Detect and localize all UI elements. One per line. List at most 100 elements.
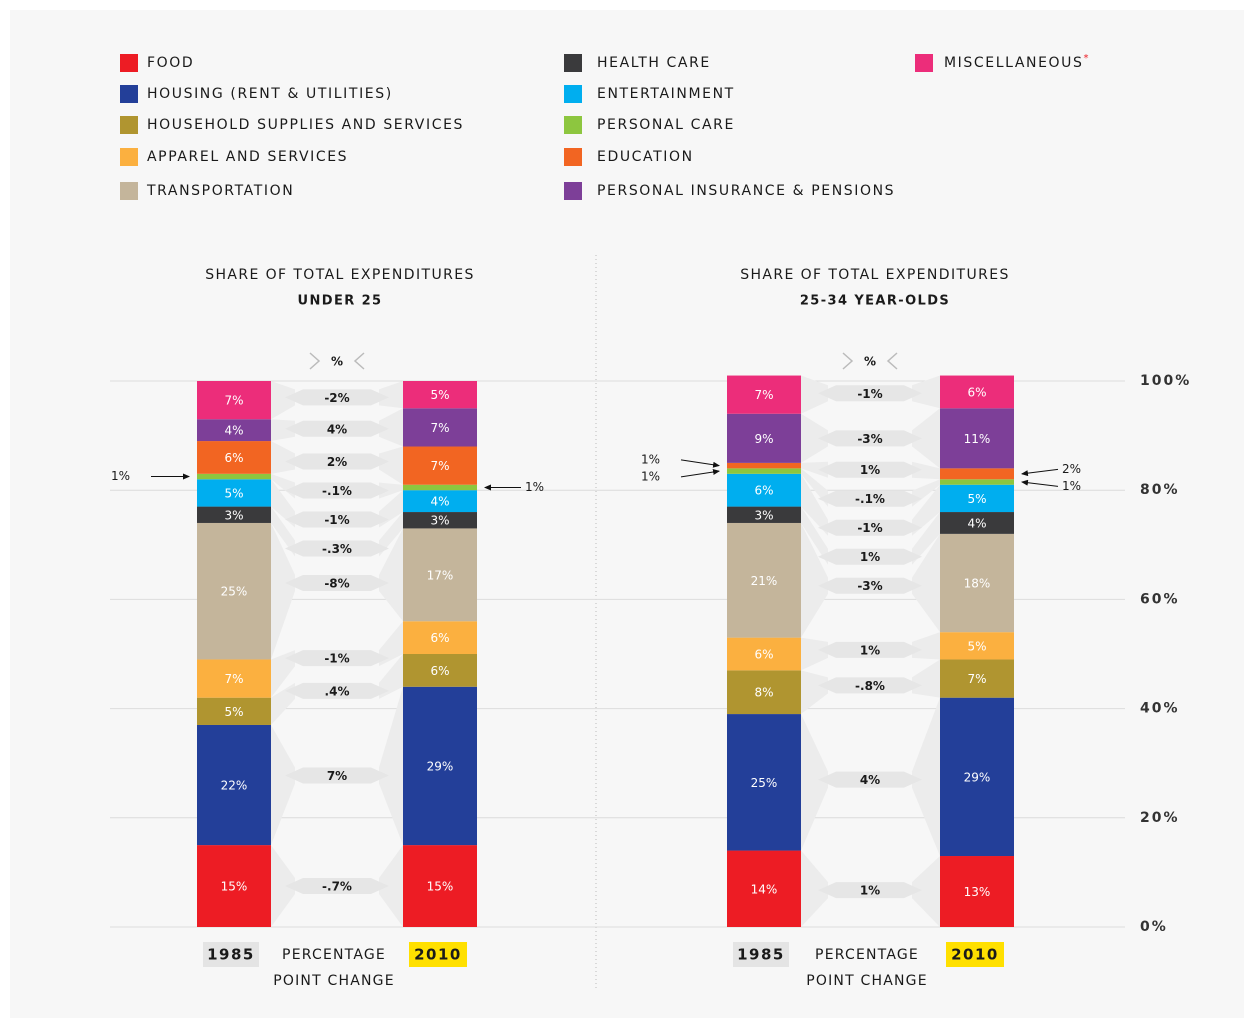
legend-swatch — [564, 182, 582, 200]
change-connector — [379, 381, 403, 409]
change-label: -.8% — [855, 679, 885, 693]
y-tick-label: 60% — [1140, 591, 1180, 607]
segment-label: 3% — [754, 508, 773, 522]
bar-segment — [197, 506, 271, 523]
change-label: .4% — [325, 684, 350, 698]
change-connector — [912, 408, 940, 469]
change-connector — [271, 506, 295, 557]
change-label: -8% — [324, 577, 349, 591]
change-connector — [801, 468, 828, 507]
legend-swatch — [564, 148, 582, 166]
change-label: 4% — [327, 422, 347, 436]
legend-swatch — [120, 182, 138, 200]
bar-segment — [727, 473, 801, 507]
change-caption: PERCENTAGE — [815, 947, 919, 963]
bar-segment — [940, 479, 1014, 485]
change-box — [285, 878, 389, 895]
change-header: % — [331, 355, 343, 369]
change-connector — [379, 512, 403, 557]
legend-label: PERSONAL CARE — [597, 117, 735, 133]
chevron — [353, 352, 365, 370]
legend-swatch — [120, 148, 138, 166]
change-box — [818, 461, 922, 478]
change-connector — [801, 637, 828, 671]
bar-segment — [197, 697, 271, 725]
segment-label: 8% — [754, 686, 773, 700]
bar-segment — [403, 408, 477, 447]
outside-label: 2% — [1062, 462, 1081, 476]
bar-segment — [403, 381, 477, 409]
change-label: -.1% — [322, 484, 352, 498]
panel-title: SHARE OF TOTAL EXPENDITURES — [740, 267, 1010, 283]
bar-segment — [727, 413, 801, 463]
change-box — [818, 548, 922, 565]
change-box — [285, 511, 389, 528]
change-connector — [912, 375, 940, 409]
change-label: 4% — [860, 773, 880, 787]
bar-segment — [197, 479, 271, 507]
legend-name: ENTERTAINMENT — [597, 86, 735, 102]
change-caption: POINT CHANGE — [806, 973, 928, 989]
segment-label: 18% — [964, 577, 991, 591]
segment-label: 5% — [224, 486, 243, 500]
change-box — [285, 575, 389, 592]
bar-segment — [940, 659, 1014, 698]
change-connector — [379, 654, 403, 699]
bar-segment — [940, 632, 1014, 660]
segment-label: 7% — [967, 672, 986, 686]
change-label: -1% — [857, 521, 882, 535]
segment-label: 14% — [751, 882, 778, 896]
change-label: -1% — [324, 513, 349, 527]
bar-segment — [403, 528, 477, 622]
legend-swatch — [120, 116, 138, 134]
legend-marker: * — [1084, 53, 1091, 64]
change-box — [285, 767, 389, 784]
bar-segment — [940, 468, 1014, 480]
panel-subtitle: UNDER 25 — [298, 294, 383, 309]
label-arrow — [680, 459, 720, 468]
segment-label: 7% — [430, 421, 449, 435]
segment-label: 7% — [224, 672, 243, 686]
segment-label: 5% — [224, 705, 243, 719]
change-label: 7% — [327, 769, 347, 783]
bar-segment — [727, 637, 801, 671]
legend-name: TRANSPORTATION — [146, 183, 294, 199]
change-caption: POINT CHANGE — [273, 973, 395, 989]
change-box — [818, 677, 922, 694]
change-label: -.1% — [855, 492, 885, 506]
bar-segment — [940, 375, 1014, 409]
y-tick-label: 40% — [1140, 701, 1180, 717]
change-connector — [271, 473, 295, 499]
change-connector — [912, 484, 940, 536]
change-connector — [271, 479, 295, 528]
change-connector — [912, 533, 940, 633]
bar-segment — [940, 533, 1014, 633]
change-connector — [912, 632, 940, 660]
legend-label: EDUCATION — [597, 149, 694, 165]
segment-label: 17% — [427, 568, 454, 582]
bar-segment — [197, 659, 271, 698]
legend-name: HOUSEHOLD SUPPLIES AND SERVICES — [147, 117, 464, 133]
bar-segment — [403, 621, 477, 654]
change-connector — [801, 413, 828, 463]
bar-segment — [940, 856, 1014, 927]
change-connector — [912, 461, 940, 480]
chevron — [886, 352, 898, 370]
legend-name: FOOD — [147, 55, 194, 71]
change-connector — [912, 856, 940, 927]
bar-segment — [403, 484, 477, 491]
segment-label: 4% — [224, 424, 243, 438]
segment-label: 3% — [224, 508, 243, 522]
label-arrow — [1021, 468, 1059, 477]
change-connector — [379, 528, 403, 622]
bar-segment — [197, 522, 271, 660]
change-connector — [379, 686, 403, 846]
change-box — [818, 882, 922, 899]
legend-label: HOUSING (RENT & UTILITIES) — [147, 86, 393, 102]
change-connector — [379, 482, 403, 499]
legend-name: HEALTH CARE — [597, 55, 711, 71]
change-box — [285, 540, 389, 557]
panel-title: SHARE OF TOTAL EXPENDITURES — [205, 267, 475, 283]
bar-segment — [940, 408, 1014, 469]
legend-swatch — [120, 85, 138, 103]
